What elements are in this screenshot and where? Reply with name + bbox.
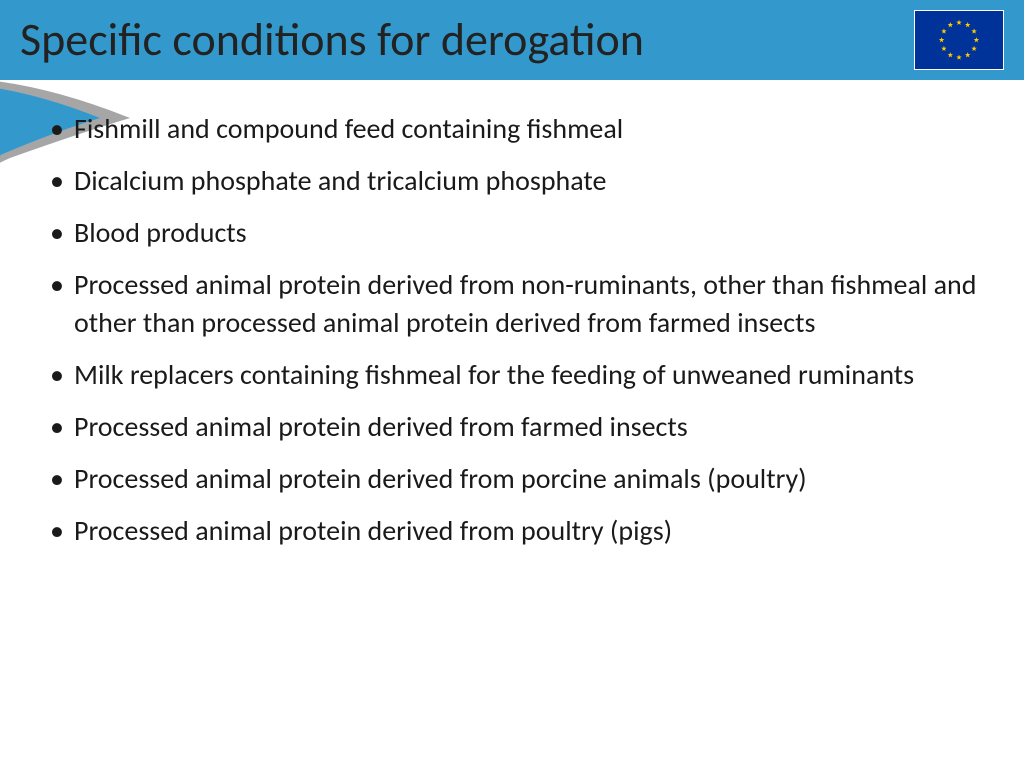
content-area: Fishmill and compound feed containing fi… — [0, 80, 1024, 550]
list-item: Processed animal protein derived from fa… — [50, 408, 994, 446]
list-item: Dicalcium phosphate and tricalcium phosp… — [50, 162, 994, 200]
slide-title: Specific conditions for derogation — [20, 12, 644, 68]
bullet-list: Fishmill and compound feed containing fi… — [50, 110, 994, 550]
list-item: Blood products — [50, 214, 994, 252]
list-item: Fishmill and compound feed containing fi… — [50, 110, 994, 148]
title-bar: Specific conditions for derogation — [0, 0, 1024, 80]
list-item: Processed animal protein derived from no… — [50, 266, 994, 342]
eu-flag-icon — [914, 10, 1004, 70]
list-item: Milk replacers containing fishmeal for t… — [50, 356, 994, 394]
list-item: Processed animal protein derived from po… — [50, 512, 994, 550]
list-item: Processed animal protein derived from po… — [50, 460, 994, 498]
